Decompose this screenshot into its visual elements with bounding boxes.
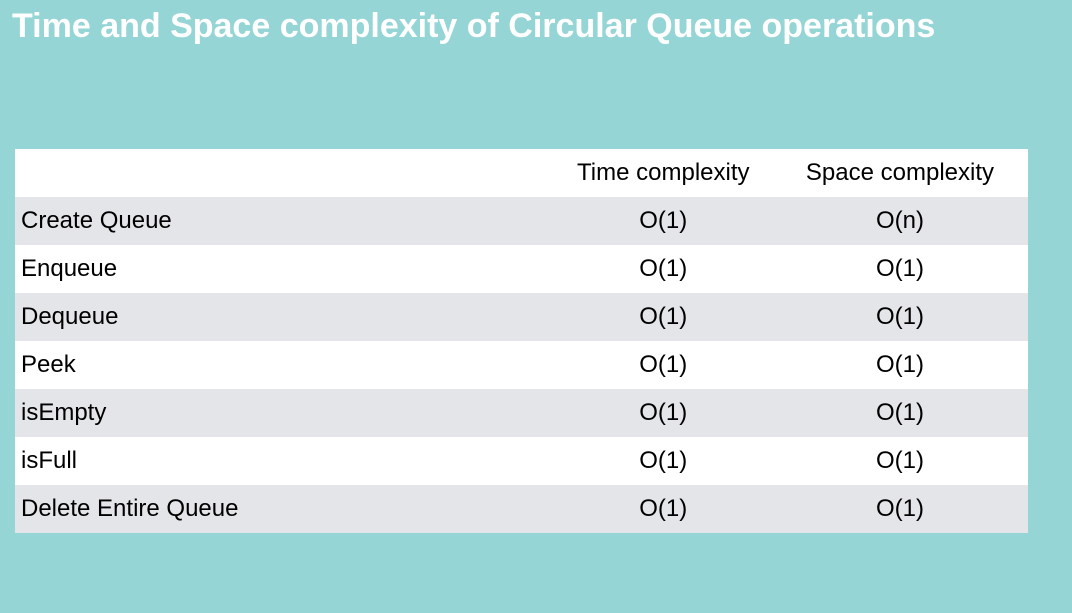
header-time-complexity: Time complexity xyxy=(577,159,750,186)
operation-cell: Create Queue xyxy=(21,207,172,234)
space-cell: O(1) xyxy=(875,303,924,330)
table-row: Peek O(1) O(1) xyxy=(15,341,1028,389)
table-row: Dequeue O(1) O(1) xyxy=(15,293,1028,341)
time-cell: O(1) xyxy=(639,255,688,282)
space-cell: O(1) xyxy=(875,351,924,378)
space-cell: O(n) xyxy=(875,207,924,234)
table-row: isFull O(1) O(1) xyxy=(15,437,1028,485)
time-cell: O(1) xyxy=(639,351,688,378)
table-row: isEmpty O(1) O(1) xyxy=(15,389,1028,437)
time-cell: O(1) xyxy=(639,495,688,522)
operation-cell: Enqueue xyxy=(21,255,118,282)
table-row: Create Queue O(1) O(n) xyxy=(15,197,1028,245)
complexity-table: Time complexity Space complexity Create … xyxy=(15,149,1028,533)
header-operation xyxy=(15,149,555,197)
space-cell: O(1) xyxy=(875,399,924,426)
time-cell: O(1) xyxy=(639,447,688,474)
space-cell: O(1) xyxy=(875,495,924,522)
table-row: Enqueue O(1) O(1) xyxy=(15,245,1028,293)
time-cell: O(1) xyxy=(639,303,688,330)
operation-cell: isEmpty xyxy=(21,399,107,426)
table-row: Delete Entire Queue O(1) O(1) xyxy=(15,485,1028,533)
operation-cell: Dequeue xyxy=(21,303,119,330)
space-cell: O(1) xyxy=(875,447,924,474)
time-cell: O(1) xyxy=(639,399,688,426)
operation-cell: Delete Entire Queue xyxy=(21,495,239,522)
header-space-complexity: Space complexity xyxy=(805,159,995,186)
slide-title: Time and Space complexity of Circular Qu… xyxy=(12,7,936,45)
operation-cell: Peek xyxy=(21,351,76,378)
operation-cell: isFull xyxy=(21,447,78,474)
table-header-row: Time complexity Space complexity xyxy=(15,149,1028,197)
time-cell: O(1) xyxy=(639,207,688,234)
space-cell: O(1) xyxy=(875,255,924,282)
